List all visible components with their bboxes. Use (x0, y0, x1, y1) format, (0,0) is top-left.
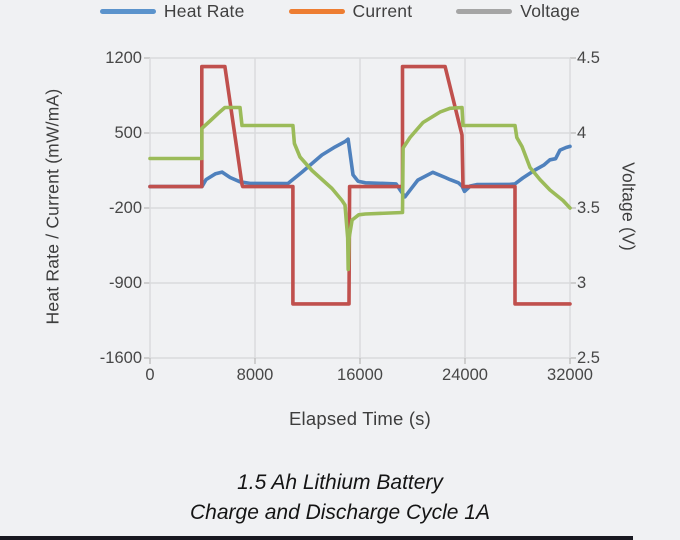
window-edge-bar (0, 536, 633, 540)
y-right-tick-label: 3.5 (577, 199, 600, 217)
y-right-tick-label: 3 (577, 274, 587, 292)
y-left-tick-label: -200 (108, 199, 142, 217)
series-voltage (148, 105, 572, 272)
y-left-tick-label: -1600 (99, 349, 142, 367)
y-right-tick-label: 2.5 (577, 349, 600, 367)
y-left-tick-label: -900 (108, 274, 142, 292)
y-left-tick-label: 500 (114, 124, 142, 142)
series-heat-rate (148, 137, 572, 199)
chart-legend: Heat Rate Current Voltage (0, 1, 680, 22)
legend-label: Voltage (520, 1, 581, 21)
legend-swatch (288, 9, 345, 14)
chart-area: Heat Rate / Current (mW/mA) Voltage (V) … (0, 28, 680, 460)
caption-line-2: Charge and Discharge Cycle 1A (190, 501, 490, 524)
legend-item-heat-rate: Heat Rate (99, 1, 245, 22)
x-tick-label: 8000 (236, 366, 274, 384)
legend-swatch (456, 9, 513, 14)
caption-line-1: 1.5 Ah Lithium Battery (237, 471, 443, 494)
x-tick-label: 16000 (337, 366, 383, 384)
y-right-tick-label: 4 (577, 124, 587, 142)
x-tick-label: 24000 (442, 366, 488, 384)
x-tick-label: 0 (145, 366, 155, 384)
legend-item-voltage: Voltage (456, 1, 580, 22)
legend-label: Heat Rate (163, 1, 245, 21)
plot-svg (144, 57, 576, 364)
y-left-tick-label: 1200 (105, 49, 142, 67)
chart-caption: 1.5 Ah Lithium Battery Charge and Discha… (0, 468, 680, 528)
legend-label: Current (352, 1, 413, 21)
y-right-tick-label: 4.5 (577, 49, 600, 67)
legend-item-current: Current (288, 1, 413, 22)
legend-swatch (99, 9, 156, 14)
x-axis-title: Elapsed Time (s) (289, 408, 431, 429)
x-tick-label: 32000 (547, 366, 593, 384)
